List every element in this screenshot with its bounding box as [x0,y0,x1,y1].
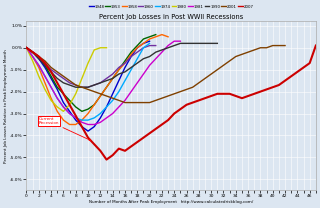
Text: Current
Recession: Current Recession [39,117,91,141]
X-axis label: Number of Months After Peak Employment   http://www.calculatedriskblog.com/: Number of Months After Peak Employment h… [89,200,253,204]
Title: Percent Job Losses in Post WWII Recessions: Percent Job Losses in Post WWII Recessio… [99,14,243,20]
Y-axis label: Percent Job Losses Relative to Peak Employment Month: Percent Job Losses Relative to Peak Empl… [4,49,8,163]
Legend: 1948, 1953, 1958, 1960, 1974, 1980, 1981, 1990, 2001, 2007: 1948, 1953, 1958, 1960, 1974, 1980, 1981… [87,3,255,10]
